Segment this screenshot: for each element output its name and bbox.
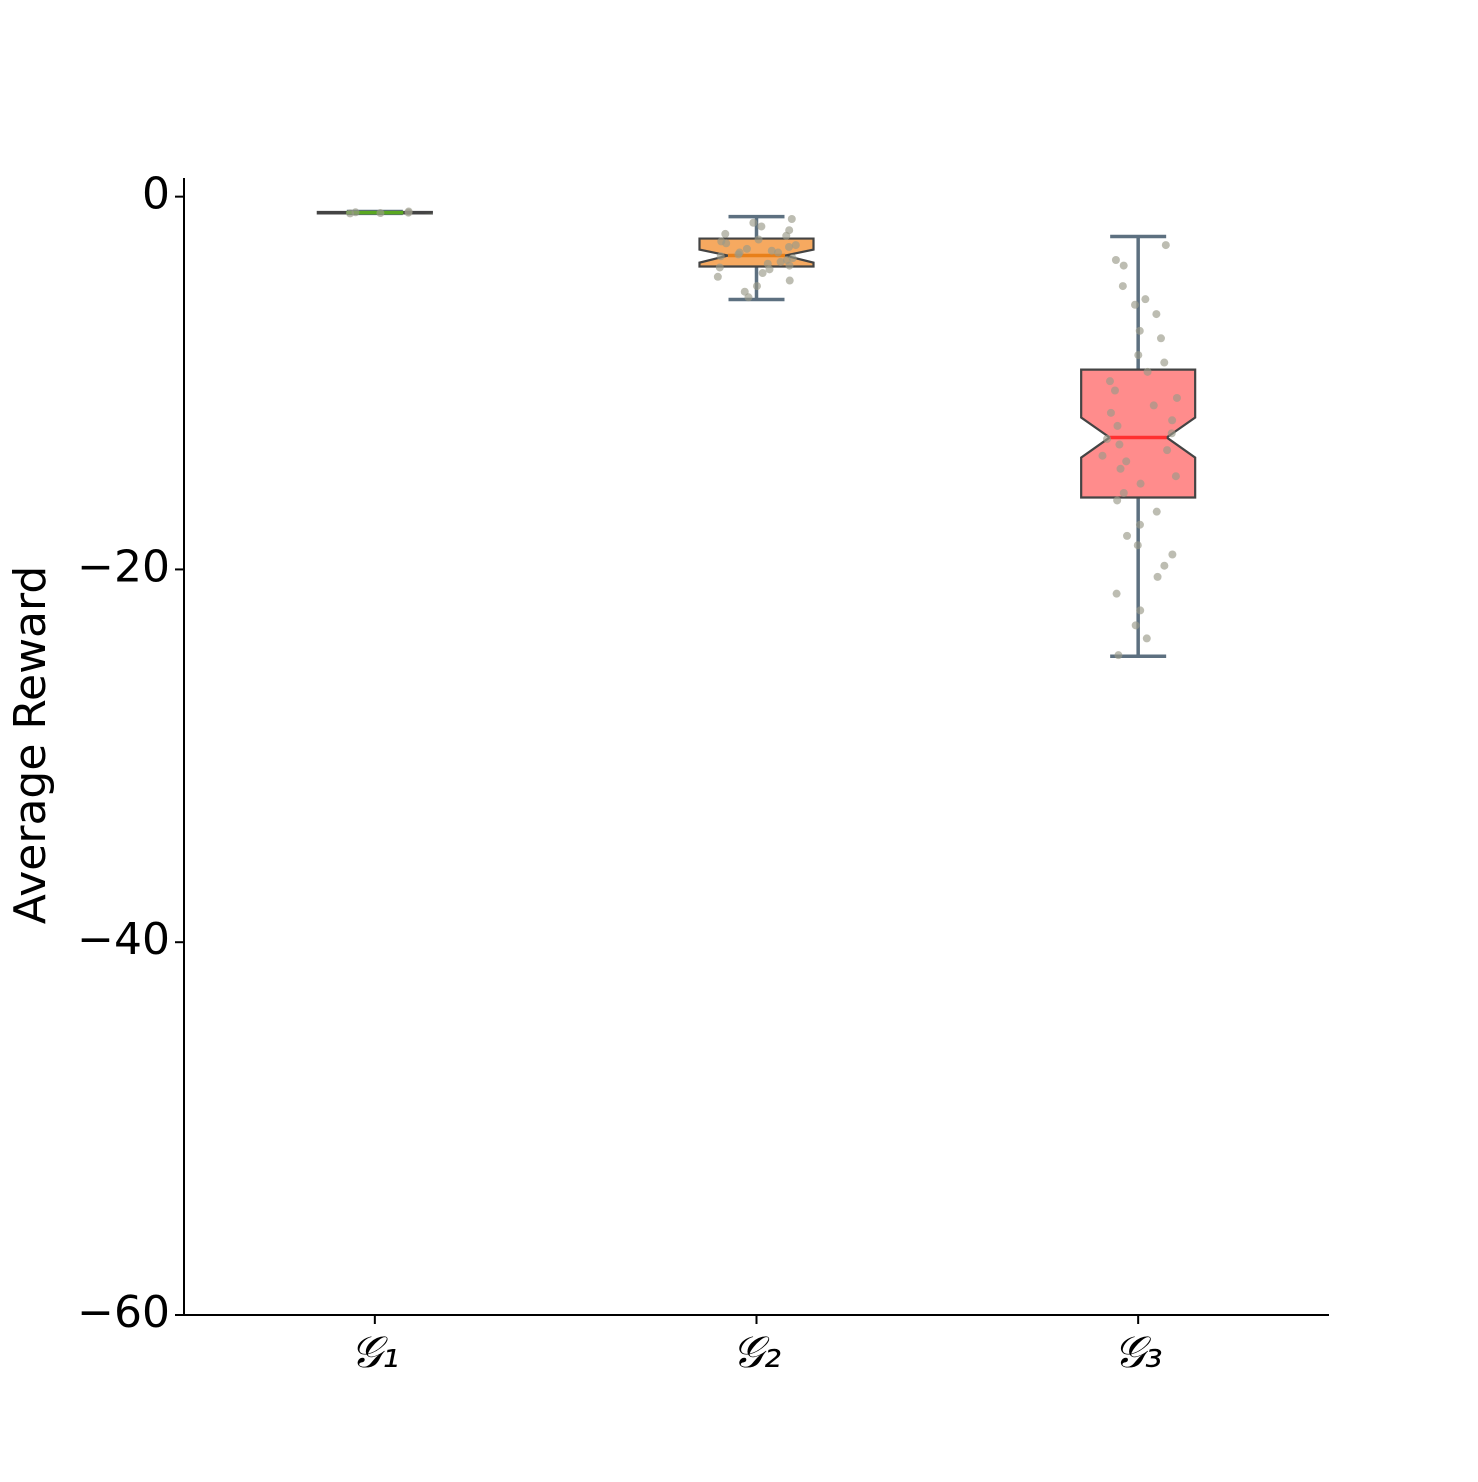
point [1119,261,1128,270]
point [1103,434,1112,443]
x-tick-label: 𝒢₁ [350,1327,399,1378]
point [1113,421,1122,430]
point [1118,282,1127,291]
point [713,272,722,281]
point [715,263,724,272]
point [749,218,758,227]
point [765,265,774,274]
y-tick-label: −40 [77,914,170,965]
point [1160,358,1169,367]
point [1136,606,1145,615]
x-tick-label: 𝒢₃ [1114,1327,1163,1378]
point [1152,507,1161,516]
box [1080,368,1197,499]
point [782,231,791,240]
point [722,239,731,248]
point [784,242,793,251]
point [721,229,730,238]
point [742,244,751,253]
y-tick-label: −20 [77,541,170,592]
point [787,215,796,224]
point [1135,520,1144,529]
point [774,248,783,257]
point [1112,589,1121,598]
point [376,209,385,218]
point [1110,386,1119,395]
point [1141,295,1150,304]
point [1161,241,1170,250]
point [734,250,743,259]
point [785,276,794,285]
point [791,241,800,250]
point [754,235,763,244]
point [1134,351,1143,360]
point [1136,479,1145,488]
point [1152,310,1161,319]
point [1156,334,1165,343]
point [1149,401,1158,410]
point [716,252,725,261]
point [1106,408,1115,417]
point [1168,550,1177,559]
point [1153,572,1162,581]
point [1167,429,1176,438]
y-tick-label: −60 [77,1287,170,1338]
point [767,246,776,255]
point [1131,621,1140,630]
point [1115,440,1124,449]
point [1111,256,1120,265]
point [1098,451,1107,460]
point [1133,541,1142,550]
point [1143,367,1152,376]
point [757,222,766,231]
point [758,269,767,278]
point [346,209,355,218]
point [1131,300,1140,309]
point [1123,531,1132,540]
point [1168,416,1177,425]
point [1142,634,1151,643]
point [1119,489,1128,498]
point [404,208,413,217]
point [776,257,785,266]
point [1172,393,1181,402]
point [744,293,753,302]
point [1163,446,1172,455]
x-tick-label: 𝒢₂ [732,1327,781,1378]
point [1171,472,1180,481]
point [1160,561,1169,570]
point [1122,457,1131,466]
point [752,282,761,291]
point [785,261,794,270]
point [1114,651,1123,660]
point [1105,377,1114,386]
point [1113,496,1122,505]
point [1116,464,1125,473]
y-tick-label: 0 [142,169,170,220]
y-axis-label: Average Reward [5,566,56,925]
point [1135,326,1144,335]
